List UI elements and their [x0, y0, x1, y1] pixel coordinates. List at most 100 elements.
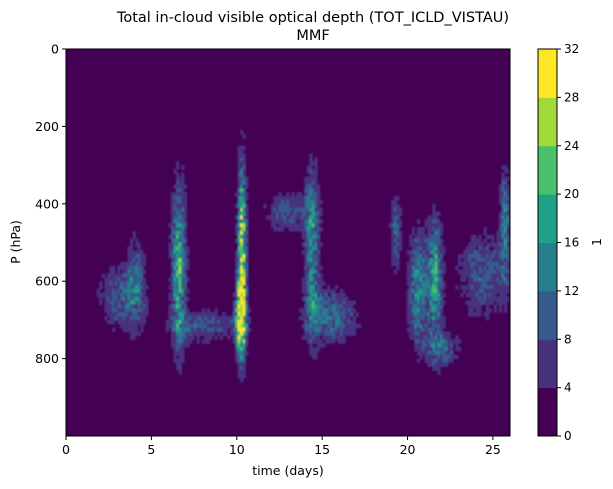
heatmap-cell	[240, 273, 244, 278]
heatmap-cell	[237, 265, 241, 271]
heatmap-cell	[439, 265, 444, 271]
heatmap-cell	[409, 327, 413, 333]
heatmap-cell	[245, 323, 249, 329]
heatmap-cell	[427, 292, 431, 298]
heatmap-cell	[478, 292, 482, 298]
heatmap-cell	[183, 238, 187, 244]
heatmap-cell	[427, 362, 431, 367]
heatmap-cell	[419, 346, 423, 352]
heatmap-cell	[122, 277, 126, 282]
heatmap-cell	[296, 207, 300, 213]
heatmap-cell	[183, 343, 187, 348]
heatmap-cell	[406, 304, 410, 309]
heatmap-cell	[309, 296, 313, 302]
heatmap-cell	[178, 269, 182, 275]
heatmap-cell	[439, 319, 444, 325]
heatmap-cell	[473, 250, 477, 255]
heatmap-cell	[329, 339, 334, 344]
heatmap-cell	[311, 346, 316, 352]
heatmap-cell	[311, 331, 316, 336]
heatmap-cell	[306, 331, 310, 336]
heatmap-cell	[501, 269, 505, 275]
heatmap-cell	[478, 304, 482, 309]
heatmap-cell	[194, 316, 198, 321]
heatmap-cell	[119, 265, 123, 271]
heatmap-cell	[237, 211, 241, 217]
heatmap-cell	[132, 277, 136, 282]
heatmap-cell	[432, 250, 436, 255]
heatmap-cell	[457, 269, 462, 275]
heatmap-cell	[273, 219, 277, 224]
heatmap-cell	[201, 316, 205, 321]
heatmap-cell	[409, 273, 413, 278]
heatmap-cell	[270, 215, 275, 220]
heatmap-cell	[501, 238, 505, 244]
heatmap-cell	[130, 312, 134, 317]
heatmap-cell	[496, 300, 500, 306]
heatmap-cell	[186, 323, 190, 329]
heatmap-cell	[416, 339, 421, 344]
heatmap-cell	[127, 257, 131, 263]
heatmap-cell	[219, 323, 223, 329]
heatmap-cell	[137, 285, 141, 290]
heatmap-cell	[350, 300, 354, 306]
heatmap-cell	[232, 339, 236, 344]
heatmap-cell	[504, 211, 508, 217]
heatmap-cell	[422, 254, 426, 259]
heatmap-cell	[434, 242, 439, 247]
heatmap-cell	[181, 254, 185, 259]
heatmap-cell	[306, 277, 310, 282]
heatmap-cell	[504, 246, 508, 251]
heatmap-cell	[237, 331, 241, 336]
heatmap-cell	[242, 234, 246, 240]
heatmap-cell	[299, 223, 303, 228]
heatmap-cell	[409, 250, 413, 255]
heatmap-cell	[183, 292, 187, 298]
heatmap-cell	[498, 269, 503, 275]
heatmap-cell	[137, 281, 141, 286]
heatmap-cell	[178, 180, 182, 186]
heatmap-cell	[304, 331, 308, 336]
heatmap-cell	[178, 242, 182, 247]
heatmap-cell	[237, 343, 241, 348]
heatmap-cell	[498, 242, 503, 247]
heatmap-cell	[132, 285, 136, 290]
heatmap-cell	[181, 265, 185, 271]
heatmap-cell	[419, 312, 423, 317]
heatmap-cell	[237, 188, 241, 193]
heatmap-cell	[306, 184, 310, 189]
heatmap-cell	[319, 281, 323, 286]
heatmap-cell	[450, 350, 454, 356]
heatmap-cell	[219, 316, 223, 321]
heatmap-cell	[334, 308, 339, 313]
heatmap-cell	[416, 288, 421, 294]
heatmap-cell	[306, 323, 310, 329]
heatmap-cell	[304, 227, 308, 232]
x-tick-label: 5	[147, 442, 155, 457]
heatmap-cell	[416, 250, 421, 255]
heatmap-cell	[437, 265, 441, 271]
heatmap-cell	[475, 242, 480, 247]
heatmap-cell	[314, 234, 318, 240]
heatmap-cell	[137, 296, 141, 302]
heatmap-cell	[306, 199, 310, 205]
heatmap-cell	[186, 331, 190, 336]
heatmap-cell	[311, 319, 316, 325]
heatmap-cell	[173, 238, 177, 244]
heatmap-cell	[245, 281, 249, 286]
heatmap-cell	[501, 211, 505, 217]
heatmap-cell	[206, 316, 211, 321]
heatmap-cell	[137, 304, 141, 309]
heatmap-cell	[281, 219, 285, 224]
heatmap-cell	[314, 165, 318, 170]
heatmap-cell	[411, 308, 415, 313]
heatmap-cell	[486, 304, 490, 309]
heatmap-cell	[437, 370, 441, 375]
heatmap-cell	[301, 288, 305, 294]
heatmap-cell	[314, 157, 318, 162]
heatmap-cell	[324, 327, 328, 333]
heatmap-cell	[506, 188, 510, 193]
heatmap-cell	[504, 292, 508, 298]
heatmap-cell	[173, 354, 177, 360]
heatmap-cell	[429, 288, 433, 294]
